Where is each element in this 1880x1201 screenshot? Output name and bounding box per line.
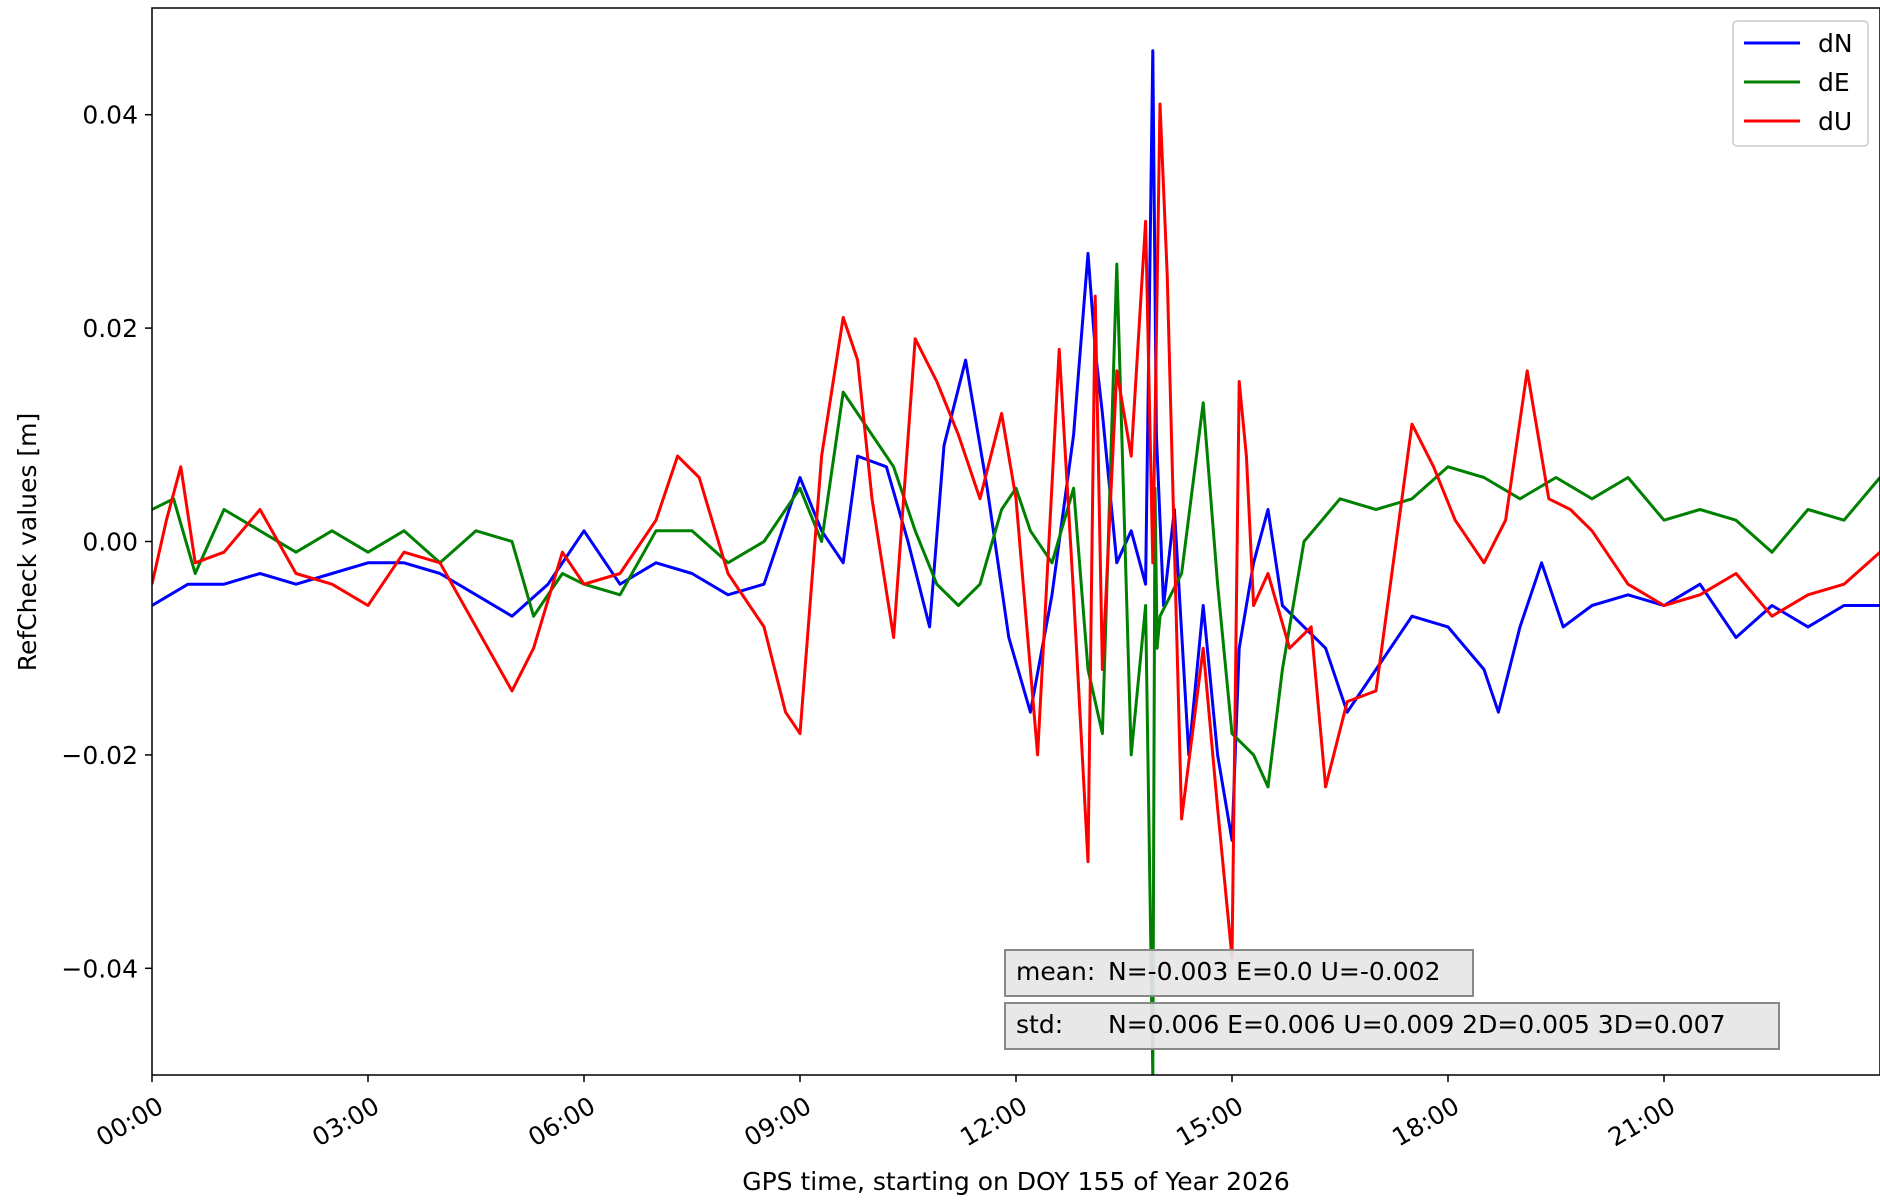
mean-annotation-box — [1004, 949, 1474, 997]
std-annotation-box — [1004, 1002, 1780, 1050]
std-annotation: std: N=0.006 E=0.006 U=0.009 2D=0.005 3D… — [1004, 1002, 1780, 1050]
y-axis: 0.04 0.02 0.00 −0.02 −0.04 — [61, 101, 152, 983]
y-tick-label: −0.02 — [61, 741, 138, 770]
y-tick-label: 0.00 — [82, 528, 138, 557]
legend: dN dE dU — [1732, 20, 1869, 147]
mean-annotation-label: mean: — [1016, 957, 1095, 986]
legend-label-dE: dE — [1818, 68, 1850, 97]
x-tick-label: 15:00 — [1171, 1091, 1248, 1152]
plot-frame — [151, 7, 1880, 1076]
x-tick-label: 18:00 — [1387, 1091, 1464, 1152]
x-axis: 00:00 03:00 06:00 09:00 12:00 15:00 18:00 21:00 — [91, 1075, 1680, 1152]
legend-label-dN: dN — [1818, 29, 1853, 58]
y-axis-label: RefCheck values [m] — [13, 413, 42, 671]
mean-annotation: mean: N=-0.003 E=0.0 U=-0.002 — [1004, 949, 1474, 997]
legend-label-dU: dU — [1818, 107, 1852, 136]
std-annotation-label: std: — [1016, 1010, 1063, 1039]
legend-frame — [1732, 20, 1869, 147]
x-tick-label: 09:00 — [739, 1091, 816, 1152]
series-line-dU — [152, 102, 1880, 960]
std-annotation-value: N=0.006 E=0.006 U=0.009 2D=0.005 3D=0.00… — [1108, 1010, 1725, 1039]
x-tick-label: 06:00 — [523, 1091, 600, 1152]
series-line-dN — [152, 49, 1880, 842]
x-tick-label: 12:00 — [955, 1091, 1032, 1152]
x-axis-label: GPS time, starting on DOY 155 of Year 20… — [742, 1167, 1290, 1196]
x-tick-label: 21:00 — [1603, 1091, 1680, 1152]
x-tick-label: 00:00 — [91, 1091, 168, 1152]
y-tick-label: 0.04 — [82, 101, 138, 130]
mean-annotation-value: N=-0.003 E=0.0 U=-0.002 — [1108, 957, 1440, 986]
x-tick-label: 03:00 — [307, 1091, 384, 1152]
series-layer — [152, 49, 1880, 1075]
y-tick-label: 0.02 — [82, 314, 138, 343]
series-line-dE — [152, 262, 1880, 1075]
y-tick-label: −0.04 — [61, 954, 138, 983]
